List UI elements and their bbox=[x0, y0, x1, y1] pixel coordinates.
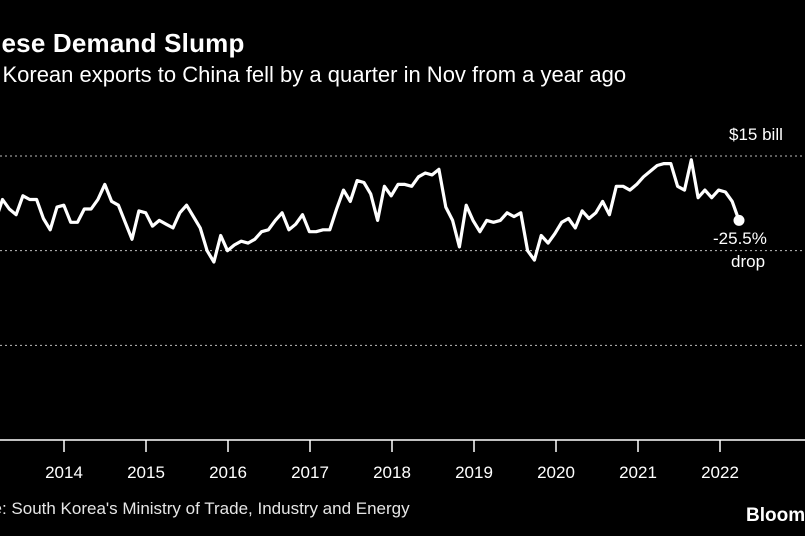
x-tick-label: 2016 bbox=[209, 463, 247, 482]
chart-title: inese Demand Slump bbox=[0, 28, 245, 58]
x-tick-label: 2014 bbox=[45, 463, 83, 482]
x-tick-label: 2022 bbox=[701, 463, 739, 482]
chart-subtitle: th Korean exports to China fell by a qua… bbox=[0, 62, 627, 87]
x-tick-label: 2017 bbox=[291, 463, 329, 482]
drop-word-label: drop bbox=[731, 252, 765, 271]
brand-logo: Bloom bbox=[746, 505, 805, 526]
source-note: ce: South Korea's Ministry of Trade, Ind… bbox=[0, 499, 410, 518]
drop-percent-label: -25.5% bbox=[713, 229, 767, 248]
end-point-marker bbox=[733, 214, 745, 226]
series-line bbox=[0, 158, 741, 264]
x-tick-label: 2015 bbox=[127, 463, 165, 482]
x-tick-label: 2020 bbox=[537, 463, 575, 482]
x-tick-label: 2019 bbox=[455, 463, 493, 482]
top-value-label: $15 bill bbox=[729, 125, 783, 144]
x-tick-label: 2018 bbox=[373, 463, 411, 482]
x-axis: 3201420152016201720182019202020212022 bbox=[45, 440, 739, 482]
gridlines bbox=[0, 155, 805, 346]
x-tick-label: 2021 bbox=[619, 463, 657, 482]
